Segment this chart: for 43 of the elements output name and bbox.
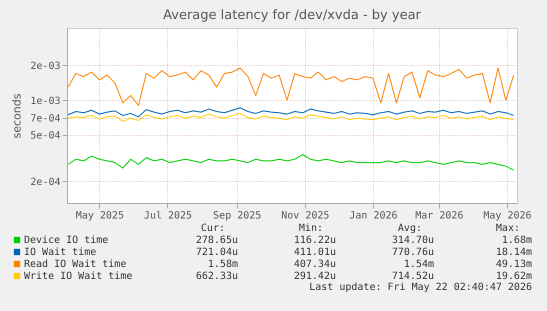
text: Cur: [200, 223, 225, 234]
line-series [68, 112, 514, 122]
text: 714.52u [392, 271, 434, 282]
x-tick-label: Nov 2025 [281, 210, 330, 222]
x-tick-label: May 2026 [483, 210, 532, 222]
line-series [68, 154, 514, 171]
text: 19.62m [496, 271, 532, 282]
text: 291.42u [294, 271, 336, 282]
text: Avg: [398, 223, 422, 234]
y-tick-label: 5e-04 [30, 130, 60, 142]
text: 770.76u [392, 247, 434, 258]
text: Last update: Fri May 22 02:40:47 2026 [309, 282, 532, 293]
legend-label: Write IO Wait time [24, 271, 132, 282]
text: 407.34u [294, 259, 336, 270]
y-tick-label: 1e-03 [30, 96, 60, 107]
y-axis-title: seconds [10, 93, 24, 138]
text: Min: [298, 223, 323, 234]
line-series [68, 67, 514, 106]
chart-title: Average latency for /dev/xvda - by year [163, 8, 422, 23]
x-tick-label: Jan 2026 [349, 210, 398, 222]
text: 721.04u [196, 247, 238, 258]
text: 18.14m [496, 247, 532, 258]
text: 1.54m [404, 259, 434, 270]
line-series [68, 107, 514, 118]
text: 49.13m [496, 259, 532, 270]
legend-label: Read IO Wait time [24, 259, 126, 270]
x-tick-label: Sep 2025 [213, 210, 262, 222]
text: 411.01u [294, 247, 336, 258]
text: Max: [496, 223, 520, 234]
y-tick-label: 2e-03 [30, 60, 60, 72]
text: 1.68m [502, 235, 532, 246]
y-tick-label: 2e-04 [30, 176, 60, 188]
legend-label: IO Wait time [24, 247, 96, 258]
y-tick-label: 7e-04 [30, 114, 60, 125]
text: 314.70u [392, 235, 434, 246]
x-tick-label: Jul 2025 [144, 210, 192, 222]
x-tick-label: May 2025 [76, 210, 124, 222]
text: 662.33u [196, 271, 238, 282]
x-tick-label: Mar 2026 [415, 210, 464, 222]
text: 278.65u [196, 235, 238, 246]
text: 116.22u [294, 235, 336, 246]
legend-label: Device IO time [24, 235, 108, 246]
text: 1.58m [208, 259, 238, 270]
